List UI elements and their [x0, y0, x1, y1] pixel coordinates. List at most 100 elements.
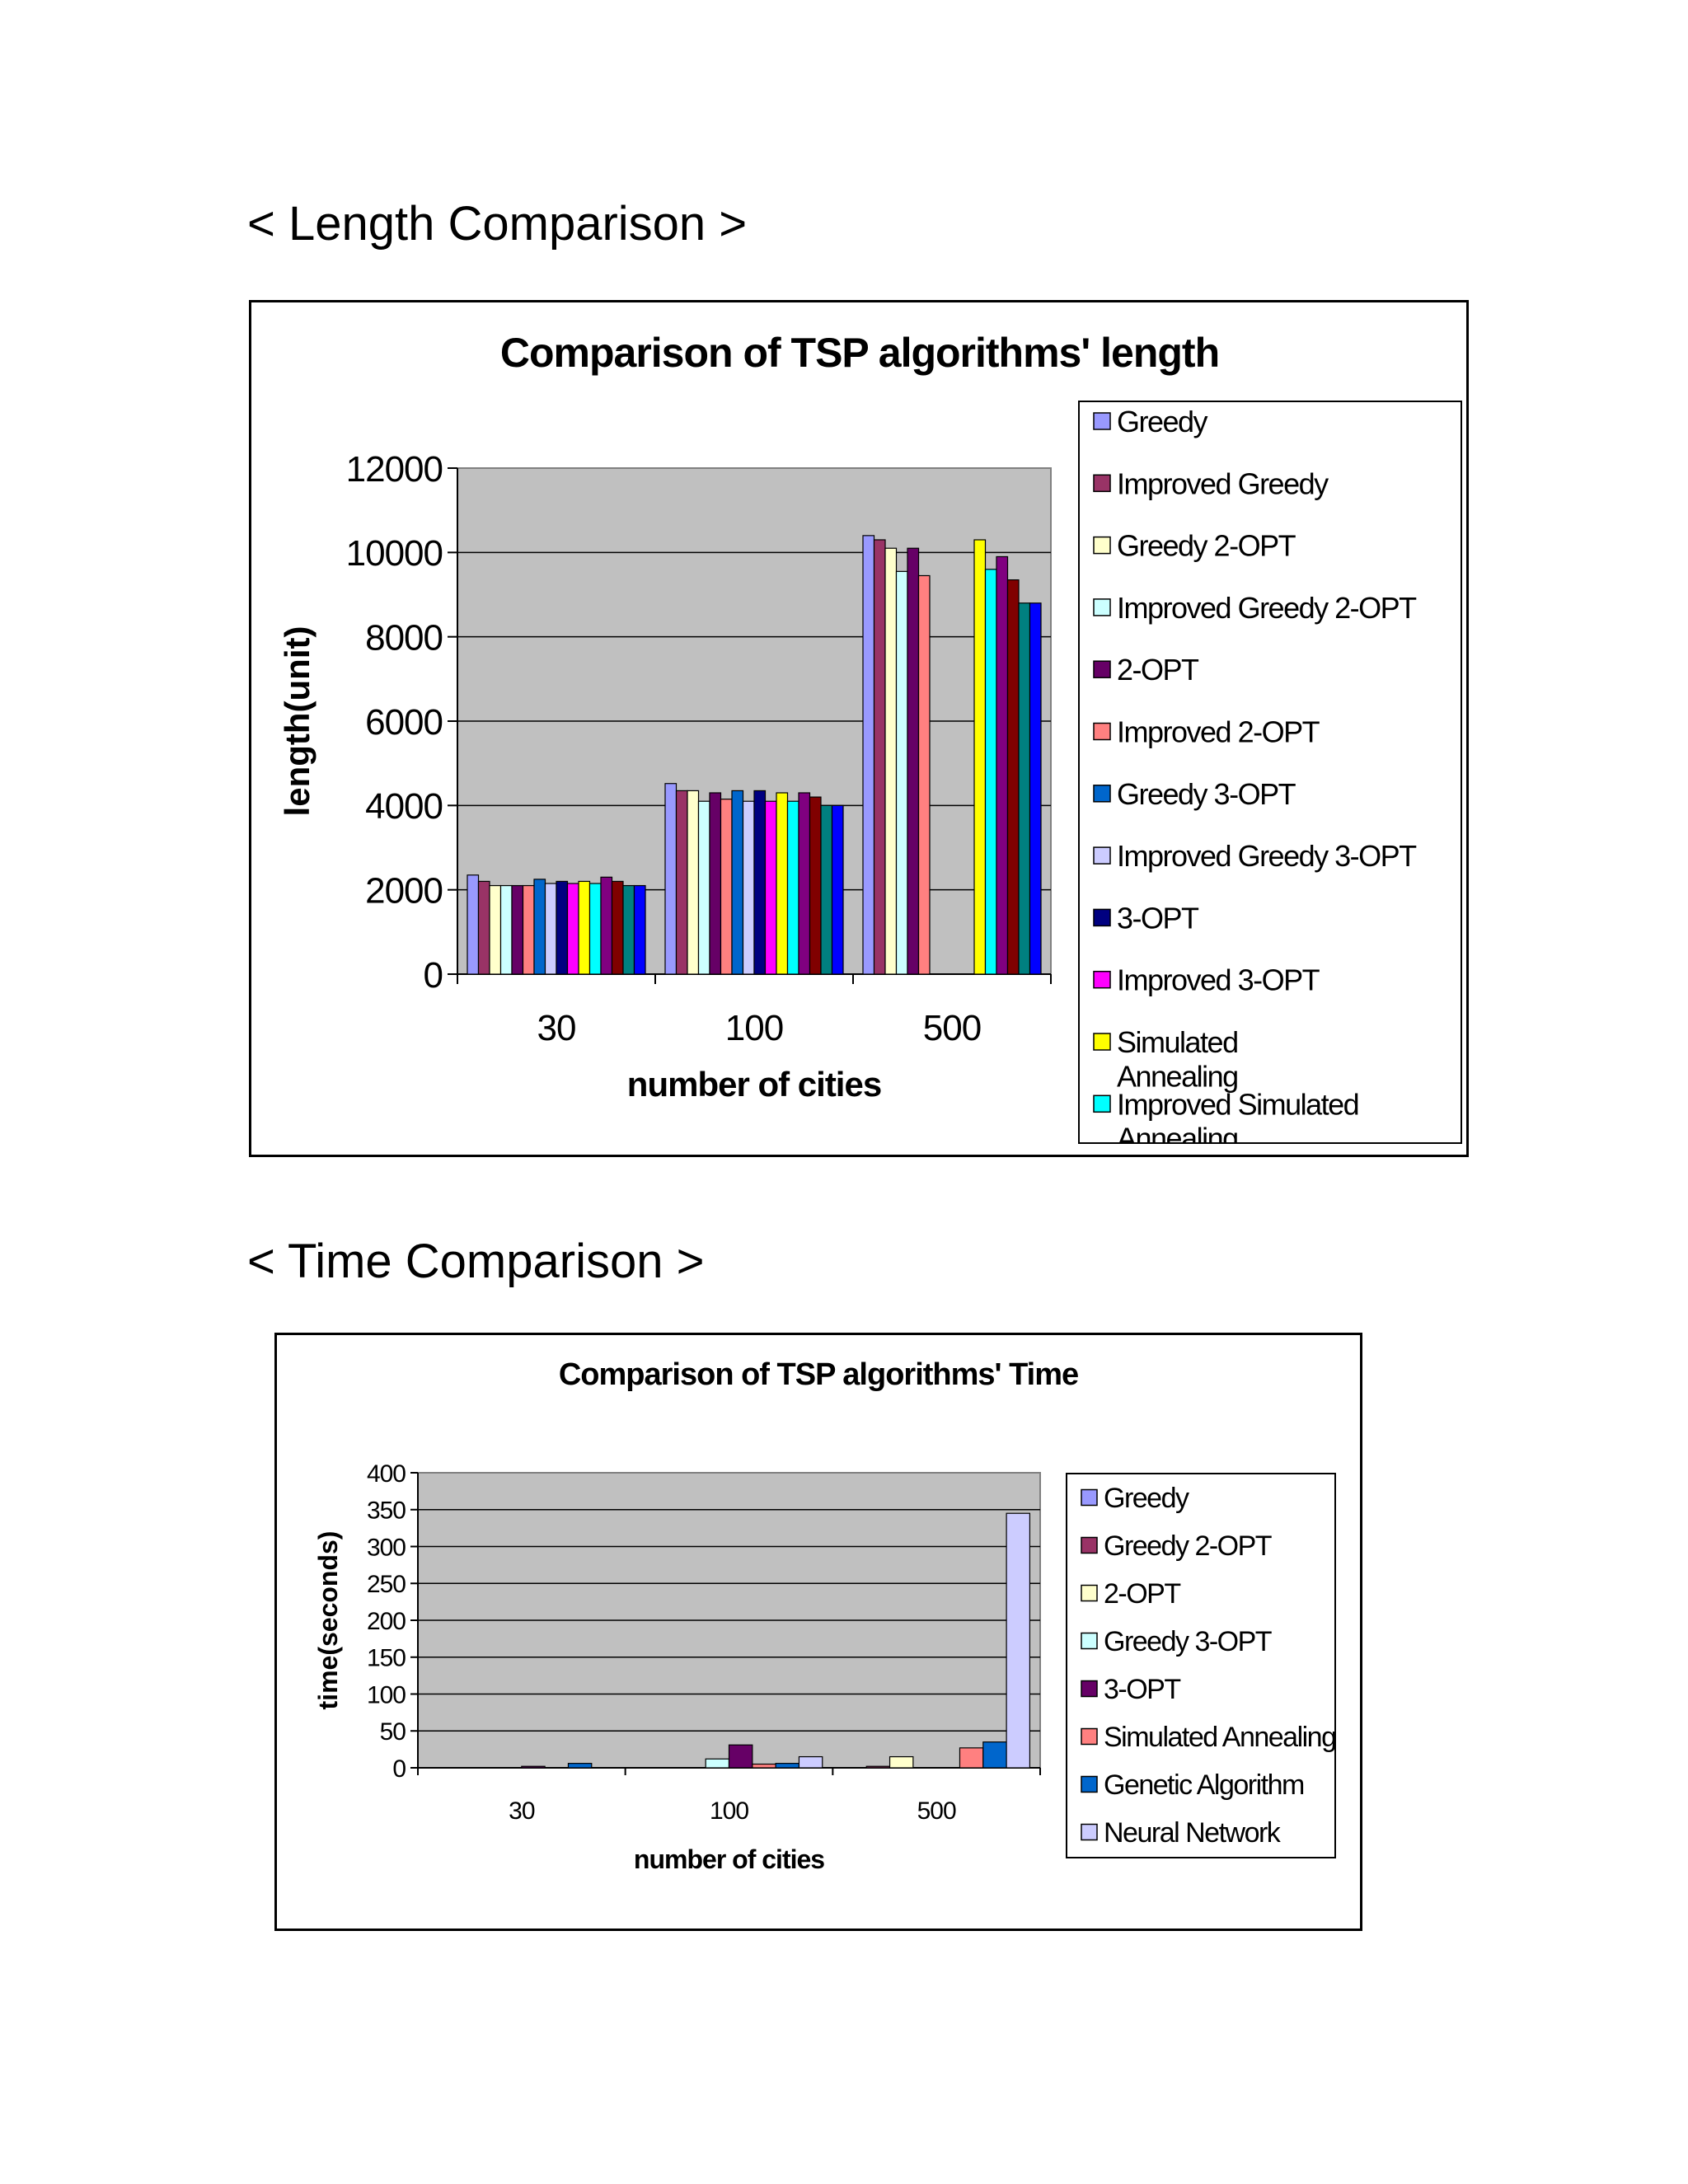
bar	[1029, 602, 1042, 975]
bar	[511, 884, 524, 975]
bar	[742, 800, 755, 975]
bar	[984, 569, 997, 975]
x-category-label: 30	[509, 1797, 535, 1825]
bar	[622, 884, 635, 975]
legend-swatch	[1093, 536, 1111, 555]
y-tick-label: 8000	[365, 618, 443, 658]
legend-swatch	[1093, 846, 1111, 865]
bar	[1006, 579, 1020, 975]
y-axis-label: length(unit)	[278, 626, 316, 817]
legend-label-wrapped: Annealing	[1117, 1059, 1238, 1093]
legend-swatch	[1093, 474, 1111, 493]
bar	[764, 800, 777, 975]
bar	[973, 539, 987, 975]
chart-title: Comparison of TSP algorithms' length	[500, 330, 1219, 376]
bar	[865, 1765, 891, 1769]
bar	[533, 879, 546, 975]
y-tick-label: 0	[392, 1755, 406, 1783]
x-category-label: 500	[923, 1008, 981, 1048]
chart-title: Comparison of TSP algorithms' Time	[559, 1357, 1078, 1392]
length-section-heading: < Length Comparison >	[247, 197, 748, 251]
legend-label: Greedy	[1104, 1483, 1189, 1514]
legend-box	[1078, 401, 1462, 1144]
bar	[611, 880, 624, 975]
bar	[600, 876, 613, 975]
legend-swatch	[1093, 722, 1111, 741]
bar	[775, 1763, 800, 1769]
bar	[889, 1755, 914, 1769]
legend-label: 2-OPT	[1104, 1578, 1180, 1610]
bar	[873, 539, 886, 975]
legend: Greedy Improved Greedy Greedy 2-OPT Improve…	[1093, 405, 1418, 1155]
bar	[884, 547, 898, 975]
legend-label: 3-OPT	[1104, 1674, 1180, 1705]
legend-label: Greedy 3-OPT	[1104, 1626, 1272, 1657]
legend-swatch	[1093, 660, 1111, 678]
time-section-heading: < Time Comparison >	[247, 1235, 705, 1288]
x-category-label: 100	[725, 1008, 783, 1048]
y-axis-label: time(seconds)	[313, 1531, 343, 1710]
bar	[1018, 602, 1031, 975]
bar	[1006, 1512, 1031, 1769]
legend-swatch	[1093, 1033, 1111, 1051]
y-tick-label: 0	[424, 955, 443, 996]
legend-label: Simulated	[1117, 1025, 1238, 1059]
legend-label: Neural Network	[1104, 1817, 1282, 1849]
x-category-label: 500	[917, 1797, 956, 1825]
y-tick-label: 350	[367, 1497, 406, 1525]
legend-swatch	[1081, 1632, 1098, 1650]
length-chart: Comparison of TSP algorithms' length 0 200…	[278, 330, 1462, 1155]
bar	[753, 790, 767, 975]
legend-label: Greedy 2-OPT	[1117, 529, 1296, 563]
bar	[566, 883, 579, 975]
legend-label: Greedy 3-OPT	[1117, 777, 1296, 811]
legend-swatch	[1093, 598, 1111, 616]
bar	[895, 570, 908, 975]
legend-label-wrapped: Annealing	[1117, 1122, 1238, 1155]
legend-swatch	[1081, 1775, 1098, 1793]
bar	[489, 884, 502, 975]
legend-swatch	[1093, 908, 1111, 927]
bar	[720, 799, 733, 975]
bar	[862, 535, 875, 975]
legend-swatch	[1093, 412, 1111, 430]
bar	[728, 1744, 753, 1769]
y-tick-label: 2000	[365, 871, 443, 912]
bar	[917, 574, 931, 975]
x-category-label: 30	[537, 1008, 576, 1048]
bar	[776, 792, 789, 975]
y-tick-label: 250	[367, 1571, 406, 1598]
legend-swatch	[1081, 1536, 1098, 1554]
bar	[499, 884, 513, 975]
bar	[544, 883, 557, 975]
legend-swatch	[1093, 970, 1111, 989]
bar	[664, 783, 678, 975]
bar	[467, 874, 480, 975]
y-tick-label: 100	[367, 1681, 406, 1708]
bar	[697, 800, 710, 975]
bar	[996, 555, 1009, 975]
legend-swatch	[1081, 1680, 1098, 1698]
legend-label: Greedy	[1117, 405, 1208, 438]
legend-swatch	[1081, 1823, 1098, 1841]
bar	[786, 800, 799, 975]
legend-label: Simulated Annealing	[1104, 1722, 1336, 1753]
bar	[798, 1755, 823, 1769]
length-chart-box: Comparison of TSP algorithms' length 0 200…	[249, 300, 1469, 1157]
legend-swatch	[1081, 1727, 1098, 1746]
bar	[588, 883, 602, 975]
legend-swatch	[1093, 1094, 1111, 1113]
legend-label: Greedy 2-OPT	[1104, 1530, 1272, 1562]
bar	[675, 790, 688, 975]
y-tick-label: 4000	[365, 786, 443, 827]
legend: Greedy Greedy 2-OPT 2-OPT Greedy 3-OPT 3-OPT…	[1081, 1483, 1336, 1849]
legend-label: Improved Greedy 3-OPT	[1117, 839, 1417, 873]
time-chart-box: Comparison of TSP algorithms' Time 0 50 100…	[274, 1333, 1362, 1931]
y-tick-label: 300	[367, 1534, 406, 1561]
legend-swatch	[1081, 1488, 1098, 1507]
y-tick-label: 200	[367, 1608, 406, 1635]
bar	[809, 796, 822, 975]
legend-label: Improved 3-OPT	[1117, 963, 1320, 997]
bar	[521, 1765, 546, 1769]
bar	[798, 792, 811, 975]
